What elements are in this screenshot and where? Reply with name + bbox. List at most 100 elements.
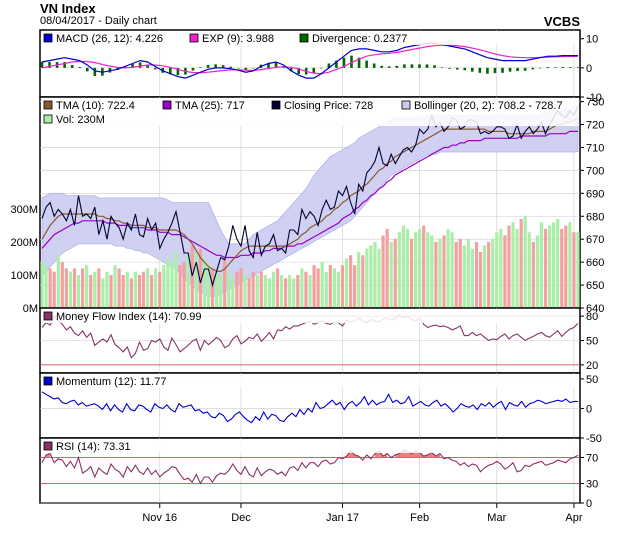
volume-bar <box>418 228 422 308</box>
x-tick-label: Jan 17 <box>326 512 359 524</box>
divergence-bar <box>471 67 474 72</box>
volume-bar <box>312 265 316 308</box>
legend-bar <box>41 374 579 388</box>
volume-bar <box>373 242 377 308</box>
divergence-bar <box>199 67 202 68</box>
volume-bar <box>60 261 64 308</box>
volume-bar <box>162 265 166 308</box>
volume-bar <box>495 232 499 308</box>
macd-legend-divergence-swatch <box>299 33 309 43</box>
volume-bar <box>227 271 231 308</box>
volume-bar <box>470 248 475 308</box>
volume-bar <box>316 268 320 308</box>
volume-bar <box>150 275 154 308</box>
divergence-bar <box>40 62 44 68</box>
divergence-bar <box>85 67 89 72</box>
chart-title: VN Index <box>40 1 96 16</box>
volume-bar <box>438 238 442 308</box>
divergence-bar <box>418 64 421 68</box>
rsi-ytick-label: 0 <box>586 498 592 510</box>
momentum-ytick-label: -50 <box>586 433 602 445</box>
volume-bar <box>523 215 527 308</box>
volume-bar <box>454 242 458 308</box>
volume-bar <box>434 242 438 308</box>
volume-bar <box>271 271 276 308</box>
volume-bar <box>397 232 401 308</box>
macd-legend-macd-label: MACD (26, 12): 4.226 <box>56 33 163 45</box>
volume-bar <box>393 238 397 308</box>
volume-bar <box>507 225 511 308</box>
divergence-bar <box>425 64 429 68</box>
divergence-bar <box>131 64 134 68</box>
volume-bar <box>446 228 450 308</box>
volume-bar <box>109 275 113 308</box>
volume-bar <box>332 268 336 308</box>
volume-bar <box>206 265 211 308</box>
volume-bar <box>405 228 410 308</box>
volume-bar <box>474 242 479 308</box>
rsi-legend-swatch <box>43 441 53 451</box>
volume-bar <box>491 238 495 308</box>
divergence-bar <box>546 66 550 68</box>
price-ytick-label: 700 <box>586 165 604 177</box>
volume-bar <box>564 225 568 308</box>
volume-bar <box>89 275 93 308</box>
price-legend-volume-swatch <box>43 114 53 124</box>
macd-legend-exp-swatch <box>189 33 199 43</box>
mfi-ytick-label: 50 <box>586 336 598 348</box>
volume-bar <box>125 271 129 308</box>
divergence-bar <box>440 67 444 68</box>
divergence-bar <box>63 62 66 68</box>
volume-bar <box>292 278 296 308</box>
divergence-bar <box>320 67 323 69</box>
divergence-bar <box>123 66 127 68</box>
divergence-bar <box>274 62 278 68</box>
divergence-bar <box>214 64 217 68</box>
divergence-bar <box>554 67 557 68</box>
x-tick-label: Feb <box>410 512 429 524</box>
divergence-bar <box>221 65 225 68</box>
price-legend-volume-label: Vol: 230M <box>56 114 105 126</box>
volume-bar <box>442 235 446 308</box>
volume-bar <box>141 271 146 308</box>
volume-bar <box>117 268 121 308</box>
price-ytick-label: 670 <box>586 234 604 246</box>
volume-bar <box>263 275 267 308</box>
price-ytick-label: 650 <box>586 280 604 292</box>
volume-bar <box>296 275 300 308</box>
momentum-legend-label: Momentum (12): 11.77 <box>56 376 166 388</box>
tma25-line <box>41 130 578 259</box>
volume-bar <box>365 248 369 308</box>
price-legend-tma10-label: TMA (10): 722.4 <box>56 100 135 112</box>
volume-bar <box>369 245 373 308</box>
divergence-bar <box>531 67 535 70</box>
price-ytick-label: 690 <box>586 188 604 200</box>
price-ytick-label: 640 <box>586 303 604 315</box>
divergence-bar <box>236 67 240 69</box>
legend-bar <box>41 31 579 45</box>
volume-bar <box>531 242 535 308</box>
divergence-bar <box>244 67 248 70</box>
volume-bar <box>243 275 247 308</box>
volume-bar <box>483 245 487 308</box>
volume-bar <box>385 228 389 308</box>
volume-bar <box>377 248 381 308</box>
volume-bar <box>81 268 85 308</box>
volume-bar <box>267 278 271 308</box>
legend-bar <box>41 439 579 453</box>
momentum-legend-swatch <box>43 376 53 386</box>
price-legend-tma25-swatch <box>162 100 172 110</box>
volume-axis-label: 100M <box>10 270 38 282</box>
volume-bar <box>40 261 44 308</box>
volume-bar <box>137 275 142 308</box>
divergence-bar <box>138 62 142 68</box>
divergence-bar <box>267 62 270 68</box>
brand-label: VCBS <box>543 14 580 29</box>
volume-bar <box>68 271 73 308</box>
volume-bar <box>466 238 470 308</box>
macd-legend-macd-swatch <box>43 33 53 43</box>
volume-bar <box>568 222 572 308</box>
divergence-bar <box>342 57 346 68</box>
volume-bar <box>279 275 284 308</box>
legend-bar <box>41 309 579 323</box>
